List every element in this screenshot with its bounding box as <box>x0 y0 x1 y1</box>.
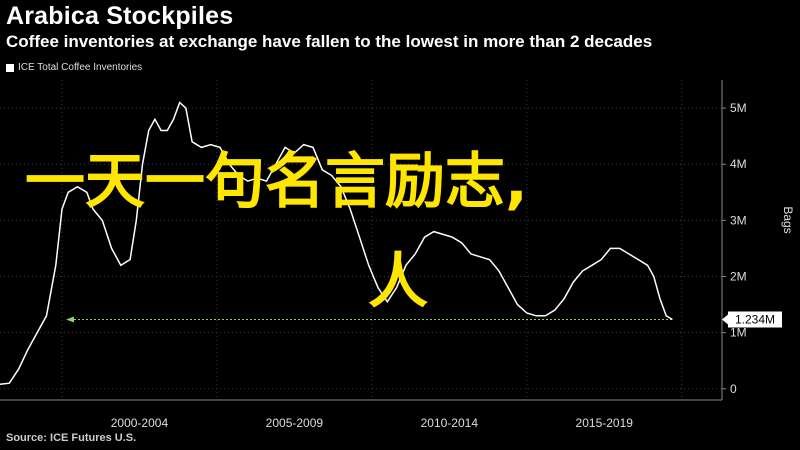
y-tick-label: 4M <box>730 157 747 171</box>
last-value-label: 1.234M <box>735 312 775 326</box>
chart-title: Arabica Stockpiles <box>6 2 234 30</box>
overlay-caption-line1: 一天一句名言励志, <box>25 147 528 217</box>
y-tick-label: 1M <box>730 326 747 340</box>
last-value-pointer <box>722 314 728 325</box>
y-tick-label: 5M <box>730 101 747 115</box>
legend: ICE Total Coffee Inventories <box>6 62 142 73</box>
x-tick-label: 2005-2009 <box>266 416 324 430</box>
x-tick-label: 2010-2014 <box>421 416 479 430</box>
source-note: Source: ICE Futures U.S. <box>6 432 137 444</box>
last-value-box <box>728 311 782 328</box>
legend-label: ICE Total Coffee Inventories <box>18 62 143 73</box>
reference-arrow <box>66 316 74 323</box>
y-tick-label: 0 <box>730 382 737 396</box>
chart-subtitle: Coffee inventories at exchange have fall… <box>6 32 653 51</box>
y-tick-label: 3M <box>730 213 747 227</box>
x-tick-label: 2015-2019 <box>576 416 634 430</box>
y-tick-label: 2M <box>730 269 747 283</box>
series-line <box>0 101 673 386</box>
x-tick-label: 2000-2004 <box>111 416 169 430</box>
legend-swatch <box>6 63 14 72</box>
overlay-caption-line2: 人 <box>368 247 428 317</box>
y-axis-title: Bags <box>781 206 795 233</box>
